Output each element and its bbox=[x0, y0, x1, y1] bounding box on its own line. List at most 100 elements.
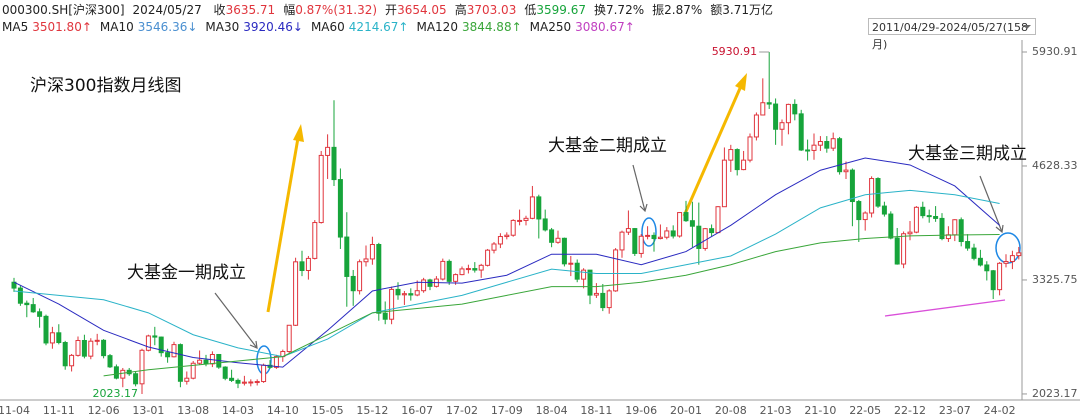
field-value: 2.87% bbox=[664, 3, 703, 17]
candle-body bbox=[792, 103, 798, 115]
field-value: 3654.05 bbox=[397, 3, 447, 17]
candle-body bbox=[241, 381, 247, 384]
legend-value: 3920.46↓ bbox=[243, 20, 303, 34]
candle-body bbox=[773, 103, 779, 130]
candle-body bbox=[824, 141, 830, 149]
candle-body bbox=[645, 234, 651, 237]
candle-body bbox=[427, 279, 433, 287]
candle-body bbox=[158, 336, 164, 354]
legend-name: MA5 bbox=[2, 20, 29, 34]
quote-row: 000300.SH[沪深300] 2024/05/27 收3635.71 幅0.87… bbox=[2, 2, 781, 19]
candle-body bbox=[248, 381, 254, 384]
candle-body bbox=[62, 342, 68, 367]
candle-body bbox=[593, 292, 599, 296]
candle-body bbox=[101, 339, 107, 357]
candle-body bbox=[888, 213, 894, 239]
x-tick-label: 18-11 bbox=[580, 404, 612, 417]
candle-body bbox=[177, 344, 183, 382]
candle-body bbox=[421, 279, 427, 292]
field-value: 3703.03 bbox=[466, 3, 517, 17]
candle-body bbox=[984, 264, 990, 272]
candle-body bbox=[549, 229, 555, 243]
candle-body bbox=[894, 237, 900, 265]
annotation: 大基金一期成立 bbox=[127, 263, 246, 283]
legend-item: MA10 3546.36↓ bbox=[100, 20, 198, 34]
candle-body bbox=[56, 332, 62, 344]
x-tick-label: 17-02 bbox=[446, 404, 478, 417]
candle-body bbox=[273, 356, 279, 368]
candle-body bbox=[350, 275, 356, 292]
candle-body bbox=[440, 260, 446, 280]
candle-body bbox=[689, 220, 695, 227]
candle-body bbox=[600, 292, 606, 309]
x-tick-label: 11-04 bbox=[0, 404, 30, 417]
x-tick-label: 14-10 bbox=[267, 404, 299, 417]
candle-body bbox=[606, 290, 612, 309]
candle-body bbox=[875, 178, 881, 207]
candle-body bbox=[837, 138, 843, 173]
x-tick-label: 19-06 bbox=[625, 404, 657, 417]
candle-body bbox=[197, 359, 203, 364]
candle-body bbox=[184, 377, 190, 382]
candle-body bbox=[203, 359, 209, 365]
legend-name: MA120 bbox=[416, 20, 458, 34]
candle-body bbox=[325, 146, 331, 156]
candle-body bbox=[529, 196, 535, 219]
candle-body bbox=[369, 244, 375, 260]
candle-body bbox=[485, 249, 491, 266]
candle-body bbox=[766, 102, 772, 105]
field-value: 3635.71 bbox=[225, 3, 276, 17]
candle-body bbox=[376, 244, 382, 314]
legend-name: MA60 bbox=[310, 20, 345, 34]
quote-field: 振2.87% bbox=[652, 3, 702, 17]
field-label: 额 bbox=[710, 3, 723, 17]
candle-body bbox=[709, 228, 715, 234]
candle-body bbox=[977, 257, 983, 266]
candle-body bbox=[229, 377, 235, 381]
quote-field: 额3.71万亿 bbox=[710, 3, 773, 17]
legend-item: MA250 3080.67↑ bbox=[530, 20, 635, 34]
candle-body bbox=[113, 366, 119, 379]
legend-name: MA10 bbox=[99, 20, 134, 34]
candle-body bbox=[568, 262, 574, 265]
candle-body bbox=[728, 149, 734, 161]
candle-body bbox=[389, 288, 395, 320]
candle-body bbox=[331, 146, 337, 181]
candle-body bbox=[88, 340, 94, 357]
candle-body bbox=[299, 261, 305, 271]
low-label: 2023.17 bbox=[93, 387, 139, 400]
candle-body bbox=[715, 206, 721, 234]
x-tick-label: 18-04 bbox=[536, 404, 568, 417]
candle-body bbox=[453, 274, 459, 282]
candle-body bbox=[145, 335, 151, 351]
x-tick-label: 11-11 bbox=[43, 404, 75, 417]
y-tick-label: 4628.33 bbox=[1032, 159, 1078, 172]
y-tick-label: 2023.17 bbox=[1032, 387, 1078, 400]
chart-title: 沪深300指数月线图 bbox=[30, 76, 181, 96]
x-tick-label: 14-03 bbox=[222, 404, 254, 417]
code: 000300.SH[沪深300] bbox=[2, 3, 125, 17]
ma-legend: MA5 3501.80↑ MA10 3546.36↓ MA30 3920.46↓ MA60 4… bbox=[2, 19, 781, 36]
field-label: 高 bbox=[454, 3, 467, 17]
candle-body bbox=[43, 315, 49, 344]
candle-body bbox=[619, 231, 625, 251]
candle-body bbox=[926, 215, 932, 218]
field-label: 收 bbox=[213, 3, 226, 17]
high-label: 5930.91 bbox=[712, 45, 758, 58]
date: 2024/05/27 bbox=[132, 3, 202, 17]
candle-body bbox=[760, 102, 766, 116]
candle-body bbox=[817, 141, 823, 146]
candle-body bbox=[805, 149, 811, 152]
candle-body bbox=[862, 212, 868, 221]
candle-body bbox=[286, 324, 292, 353]
candle-body bbox=[107, 355, 113, 368]
date-range-select[interactable]: 2011/04/29-2024/05/27(158月) bbox=[868, 18, 1036, 51]
candle-body bbox=[17, 287, 23, 304]
candle-body bbox=[120, 369, 126, 379]
ma-line bbox=[103, 234, 1000, 377]
legend-value: 3546.36↓ bbox=[137, 20, 198, 34]
candle-body bbox=[901, 233, 907, 265]
legend-item: MA5 3501.80↑ bbox=[2, 20, 92, 34]
x-tick-label: 22-12 bbox=[894, 404, 926, 417]
field-value: 7.72% bbox=[605, 3, 645, 17]
